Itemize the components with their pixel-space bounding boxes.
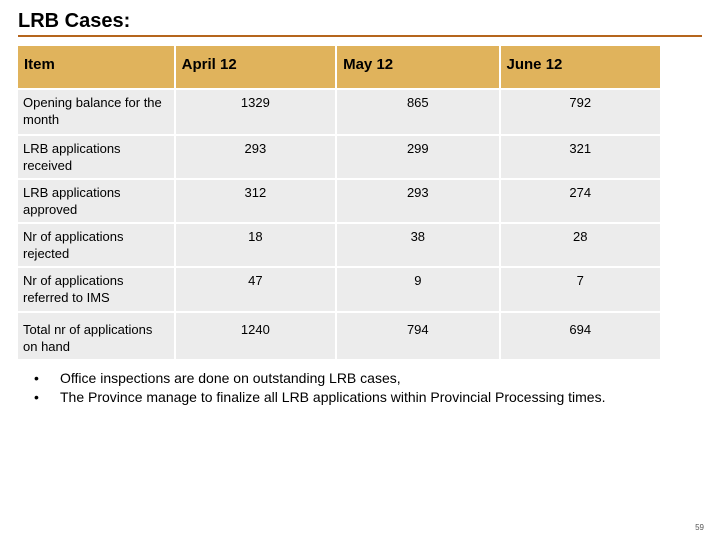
header-may: May 12	[337, 46, 499, 88]
slide-title: LRB Cases:	[18, 10, 131, 32]
cell-june: 7	[500, 268, 660, 311]
lrb-cases-table: Item April 12 May 12 June 12 Opening bal…	[16, 44, 662, 361]
page-number: 59	[695, 523, 704, 532]
cell-april: 1329	[175, 90, 336, 134]
row-label: LRB applications approved	[18, 180, 174, 222]
table-row: Opening balance for the month 1329 865 7…	[18, 90, 660, 134]
cell-april: 312	[175, 180, 336, 222]
cell-april: 293	[175, 136, 336, 178]
cell-june: 321	[500, 136, 660, 178]
list-item: • Office inspections are done on outstan…	[30, 369, 670, 388]
bullet-icon: •	[34, 389, 39, 405]
cell-may: 865	[337, 90, 499, 134]
header-april: April 12	[175, 46, 336, 88]
cell-may: 293	[337, 180, 499, 222]
notes-list: • Office inspections are done on outstan…	[30, 369, 670, 407]
cell-april: 18	[175, 224, 336, 266]
bullet-icon: •	[34, 370, 39, 386]
table-row: LRB applications received 293 299 321	[18, 136, 660, 178]
cell-june: 274	[500, 180, 660, 222]
cell-april: 47	[175, 268, 336, 311]
header-item: Item	[18, 46, 174, 88]
cell-may: 38	[337, 224, 499, 266]
title-divider	[18, 35, 702, 37]
list-item: • The Province manage to finalize all LR…	[30, 388, 670, 407]
row-label: Total nr of applications on hand	[18, 313, 174, 359]
row-label: LRB applications received	[18, 136, 174, 178]
note-text: The Province manage to finalize all LRB …	[60, 389, 606, 405]
row-label: Nr of applications rejected	[18, 224, 174, 266]
row-label: Opening balance for the month	[18, 90, 174, 134]
table-row: Nr of applications rejected 18 38 28	[18, 224, 660, 266]
cell-june: 694	[500, 313, 660, 359]
row-label: Nr of applications referred to IMS	[18, 268, 174, 311]
table-row: Total nr of applications on hand 1240 79…	[18, 313, 660, 359]
cell-june: 792	[500, 90, 660, 134]
header-june: June 12	[500, 46, 660, 88]
cell-may: 299	[337, 136, 499, 178]
note-text: Office inspections are done on outstandi…	[60, 370, 401, 386]
cell-june: 28	[500, 224, 660, 266]
cell-may: 9	[337, 268, 499, 311]
cell-april: 1240	[175, 313, 336, 359]
table-row: LRB applications approved 312 293 274	[18, 180, 660, 222]
table-row: Nr of applications referred to IMS 47 9 …	[18, 268, 660, 311]
table-header-row: Item April 12 May 12 June 12	[18, 46, 660, 88]
cell-may: 794	[337, 313, 499, 359]
